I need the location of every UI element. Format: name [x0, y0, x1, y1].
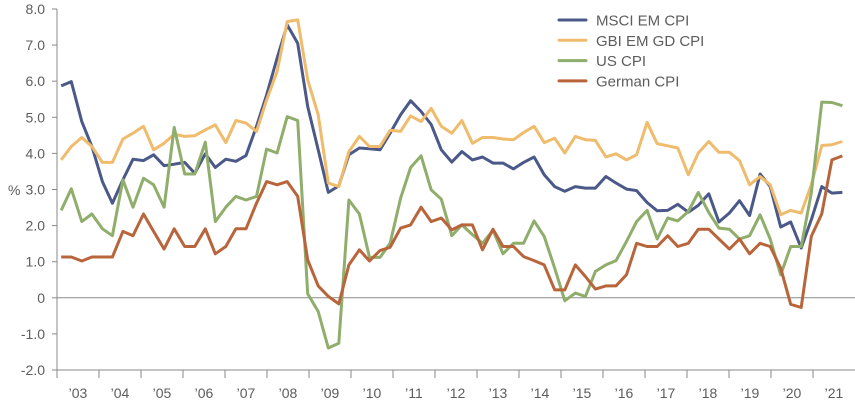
x-tick-label: ’11 — [405, 385, 423, 401]
x-tick-label: ’04 — [111, 385, 130, 401]
x-tick-label: ’10 — [363, 385, 382, 401]
y-tick-label: -1.0 — [21, 326, 45, 342]
series-line-gbi-em-gd-cpi — [60, 18, 843, 217]
y-tick-label: 5.0 — [26, 109, 46, 125]
legend: MSCI EM CPI GBI EM GD CPI US CPI German CPI — [557, 13, 704, 90]
y-tick-label: -2.0 — [21, 362, 45, 378]
legend-label: US CPI — [596, 53, 646, 70]
x-tick-label: ’05 — [153, 385, 172, 401]
x-tick-label: ’16 — [615, 385, 634, 401]
series-line-us-cpi — [59, 100, 843, 350]
y-tick-label: 0 — [37, 290, 45, 306]
x-tick-label: ’21 — [825, 385, 844, 401]
x-tick-label: ’12 — [447, 385, 466, 401]
legend-label: German CPI — [596, 73, 679, 90]
y-axis-label: % — [8, 182, 20, 198]
y-tick-label: 1.0 — [26, 254, 46, 270]
x-tick-label: ’18 — [699, 385, 718, 401]
x-tick-label: ’13 — [489, 385, 508, 401]
x-tick-label: ’06 — [195, 385, 214, 401]
x-tick-label: ’09 — [321, 385, 340, 401]
legend-label: MSCI EM CPI — [596, 13, 689, 30]
series-line-msci-em-cpi — [60, 23, 843, 250]
y-tick-label: 3.0 — [26, 182, 46, 198]
x-tick-label: ’19 — [741, 385, 760, 401]
x-tick-label: ’07 — [237, 385, 256, 401]
x-tick-label: ’17 — [657, 385, 676, 401]
series-lines — [59, 18, 843, 350]
y-tick-label: 7.0 — [26, 37, 46, 53]
y-tick-label: 2.0 — [26, 218, 46, 234]
y-tick-label: 8.0 — [26, 1, 46, 17]
y-tick-label: 4.0 — [26, 145, 46, 161]
y-tick-label: 6.0 — [26, 73, 46, 89]
x-tick-label: ’03 — [69, 385, 88, 401]
x-tick-label: ’15 — [573, 385, 592, 401]
x-tick-label: ’20 — [783, 385, 802, 401]
legend-label: GBI EM GD CPI — [596, 33, 704, 50]
x-tick-label: ’14 — [531, 385, 550, 401]
axes: 8.0 7.0 6.0 5.0 4.0 3.0 2.0 1.0 0 -1.0 -2.0 ’03 ’04 ’… — [21, 1, 855, 401]
series-line-german-cpi — [61, 154, 843, 309]
x-tick-label: ’08 — [279, 385, 298, 401]
